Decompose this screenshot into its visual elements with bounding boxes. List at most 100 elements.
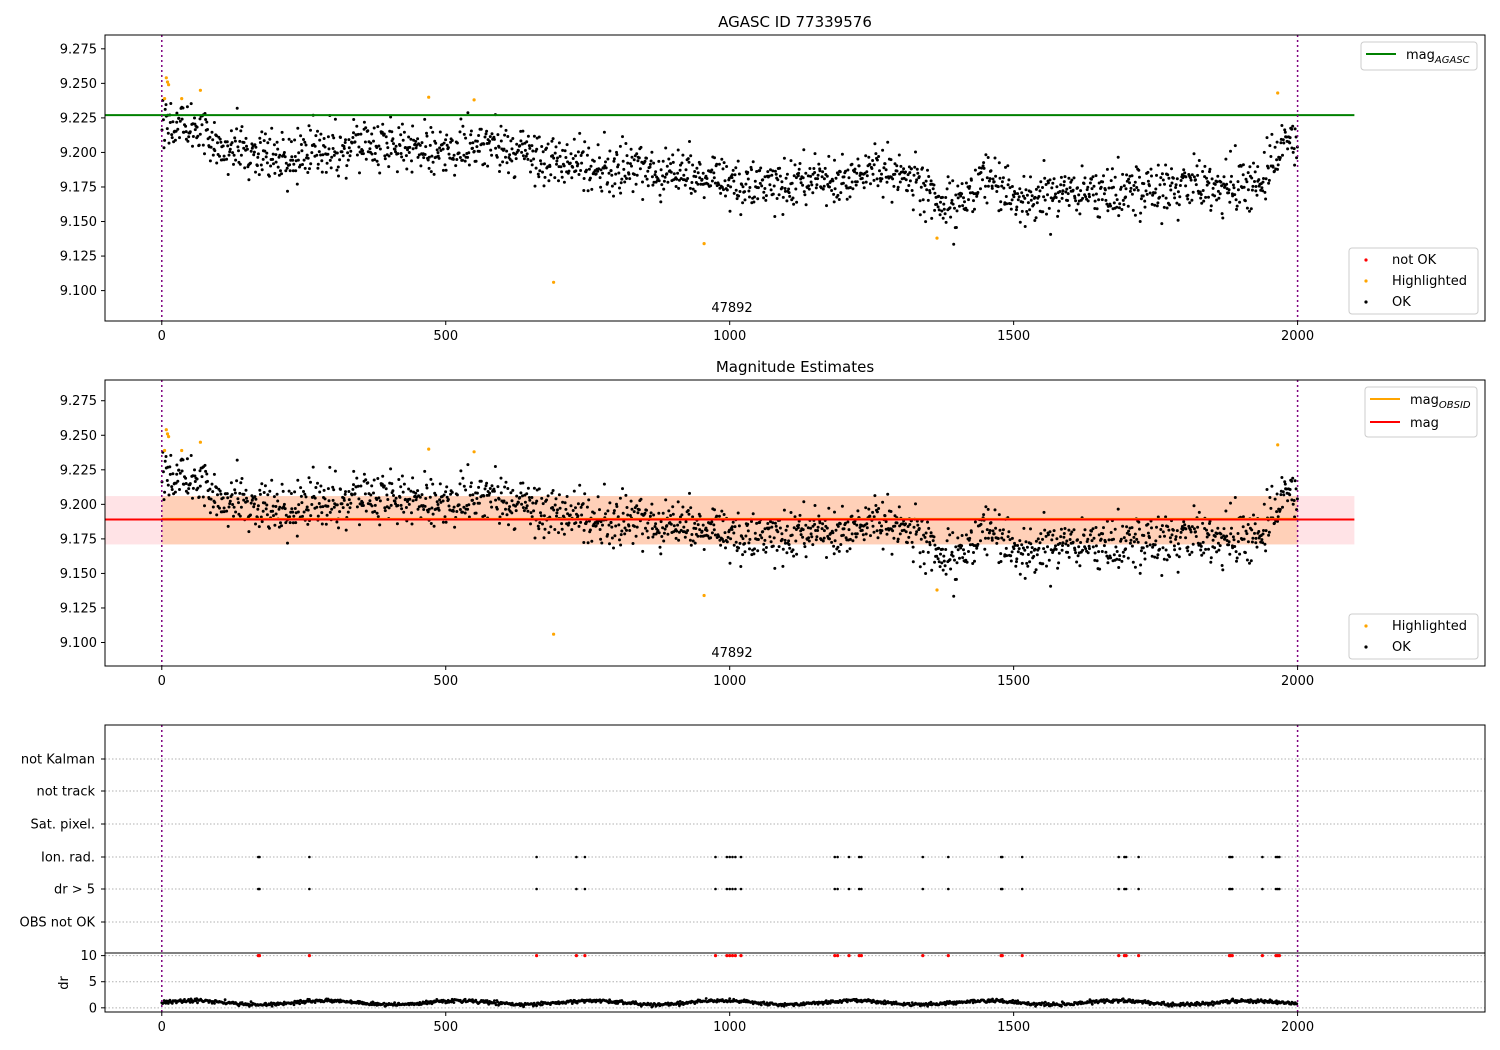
ok-point	[753, 531, 757, 535]
ok-point	[1262, 150, 1266, 154]
ok-point	[402, 130, 406, 134]
ok-point	[833, 187, 837, 191]
ok-point	[1176, 570, 1180, 574]
ok-point	[896, 185, 900, 189]
ok-point	[333, 469, 337, 473]
ok-point	[782, 156, 786, 160]
ok-point	[719, 191, 723, 195]
ok-point	[736, 159, 740, 163]
ok-point	[166, 483, 170, 487]
ok-point	[1260, 538, 1264, 542]
ok-point	[196, 486, 200, 490]
ok-point	[327, 147, 331, 151]
ok-point	[865, 170, 869, 174]
ok-point	[1224, 157, 1228, 161]
ok-point	[263, 501, 267, 505]
ok-point	[453, 173, 457, 177]
ok-point	[587, 167, 591, 171]
ok-point	[516, 500, 520, 504]
legend-label-highlighted: Highlighted	[1392, 619, 1467, 634]
ok-point	[1159, 176, 1163, 180]
ok-point	[1250, 188, 1254, 192]
ok-point	[1215, 198, 1219, 202]
ok-point	[975, 546, 979, 550]
ok-point	[838, 170, 842, 174]
ok-point	[734, 166, 738, 170]
ok-point	[176, 127, 180, 131]
ok-point	[442, 141, 446, 145]
highlighted-point	[472, 450, 476, 454]
dr-point	[183, 998, 186, 1001]
ok-point	[1216, 541, 1220, 545]
ok-point	[562, 180, 566, 184]
ok-point	[361, 149, 365, 153]
ok-point	[1283, 480, 1287, 484]
ok-point	[281, 138, 285, 141]
dr-point	[910, 1001, 914, 1004]
ok-point	[1113, 527, 1117, 531]
ok-point	[872, 515, 876, 519]
ok-point	[1174, 537, 1178, 541]
ok-point	[712, 523, 716, 527]
ok-point	[444, 138, 448, 142]
ok-point	[855, 523, 859, 527]
ok-point	[319, 484, 323, 488]
ok-point	[795, 200, 799, 204]
ok-point	[1025, 210, 1029, 213]
legend-swatch-ok	[1364, 300, 1368, 304]
ok-point	[332, 136, 336, 140]
ok-point	[1291, 476, 1295, 480]
ok-point	[1112, 201, 1116, 205]
ok-point	[389, 115, 393, 119]
ok-point	[372, 126, 376, 130]
ok-point	[574, 521, 578, 525]
ok-point	[747, 189, 751, 193]
ok-point	[681, 505, 685, 509]
ok-point	[781, 547, 785, 551]
dr-point	[494, 1003, 498, 1007]
ok-point	[886, 492, 890, 496]
ok-point	[316, 514, 320, 518]
ok-point	[748, 537, 752, 541]
ok-point	[1279, 493, 1283, 497]
ok-point	[893, 162, 897, 166]
ok-point	[604, 166, 608, 170]
ok-point	[1188, 176, 1192, 180]
ok-point	[1281, 138, 1285, 142]
ok-point	[1192, 504, 1196, 508]
ok-point	[219, 140, 223, 144]
ok-point	[965, 208, 969, 212]
ok-point	[170, 485, 174, 489]
ok-point	[230, 141, 234, 145]
ok-point	[1002, 538, 1006, 542]
panel-agasc-line-legend: magAGASC	[1360, 41, 1478, 71]
ok-point	[895, 521, 899, 525]
ok-point	[286, 189, 289, 193]
ok-point	[527, 144, 531, 148]
legend-swatch-not-ok	[1364, 258, 1368, 262]
ok-point	[271, 504, 275, 508]
ok-point	[789, 159, 793, 163]
ok-point	[717, 162, 721, 166]
ok-point	[1116, 507, 1120, 511]
ok-point	[370, 152, 374, 156]
ok-point	[266, 493, 270, 497]
ok-point	[1012, 195, 1016, 199]
y-tick-label: 9.150	[60, 215, 97, 230]
ok-point	[885, 532, 889, 536]
ok-point	[218, 137, 222, 141]
ok-point	[1038, 541, 1042, 545]
ok-point	[677, 538, 681, 542]
ok-point	[1267, 178, 1271, 182]
ok-point	[1034, 539, 1038, 543]
ok-point	[1009, 559, 1013, 563]
highlighted-point	[1276, 91, 1280, 95]
ok-point	[215, 486, 218, 490]
ok-point	[1077, 193, 1081, 197]
ok-point	[830, 540, 834, 544]
ok-point	[1186, 549, 1190, 553]
ok-point	[927, 526, 931, 530]
ok-point	[687, 512, 691, 516]
ok-point	[1266, 166, 1270, 170]
ok-point	[240, 125, 244, 129]
